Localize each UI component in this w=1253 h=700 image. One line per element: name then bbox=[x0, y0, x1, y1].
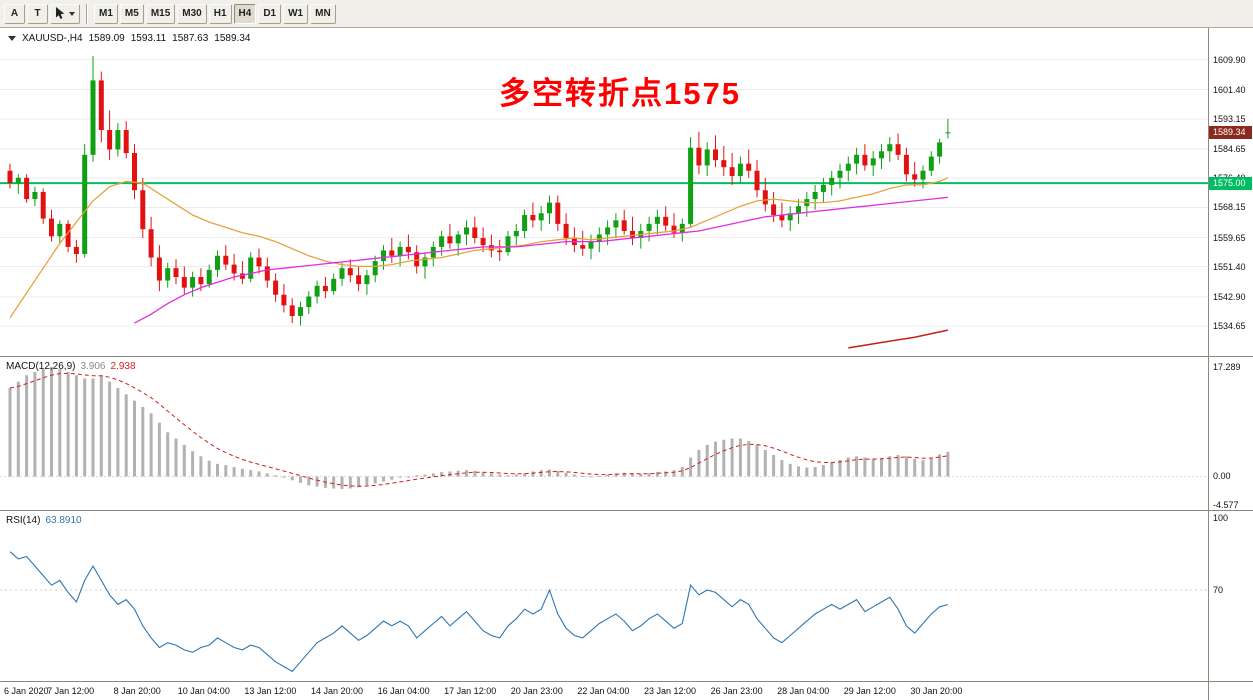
dropdown-caret-icon bbox=[69, 11, 75, 16]
annotation-tool-button[interactable]: A bbox=[4, 3, 25, 24]
macd-axis-label: 17.289 bbox=[1213, 362, 1241, 373]
price-axis-label: 1542.90 bbox=[1213, 291, 1246, 302]
chart-annotation-text: 多空转折点1575 bbox=[499, 76, 741, 111]
text-tool-button[interactable]: T bbox=[27, 3, 48, 24]
time-axis-label: 7 Jan 12:00 bbox=[47, 686, 95, 696]
panel-divider-macd-rsi[interactable] bbox=[0, 510, 1253, 511]
pointer-icon bbox=[56, 7, 65, 19]
price-scale-divider bbox=[1208, 28, 1209, 700]
timeframe-button-m5[interactable]: M5 bbox=[119, 3, 144, 24]
time-axis-label: 23 Jan 12:00 bbox=[643, 686, 697, 696]
main-chart-canvas[interactable] bbox=[0, 28, 1208, 356]
price-axis-label: 1551.40 bbox=[1213, 261, 1246, 272]
time-axis-label: 8 Jan 20:00 bbox=[113, 686, 161, 696]
time-axis-label: 10 Jan 04:00 bbox=[177, 686, 230, 696]
panel-divider-main-macd[interactable] bbox=[0, 356, 1253, 357]
ohlc-expand-icon[interactable] bbox=[8, 36, 16, 41]
timeframe-button-h4[interactable]: H4 bbox=[233, 3, 257, 24]
time-axis-label: 6 Jan 2020 bbox=[4, 686, 49, 696]
time-axis-label: 28 Jan 04:00 bbox=[777, 686, 830, 696]
macd-signal-value: 2.938 bbox=[110, 361, 136, 372]
price-axis-label: 1568.15 bbox=[1213, 202, 1246, 213]
timeframe-button-m15[interactable]: M15 bbox=[145, 3, 176, 24]
rsi-line bbox=[9, 551, 949, 673]
candles bbox=[7, 55, 951, 326]
time-axis-label: 17 Jan 12:00 bbox=[444, 686, 497, 696]
toolbar-separator bbox=[86, 3, 88, 24]
time-axis-label: 16 Jan 04:00 bbox=[377, 686, 430, 696]
ma-slow-line bbox=[134, 196, 948, 324]
timeframe-button-m30[interactable]: M30 bbox=[177, 3, 207, 24]
price-axis-label: 1534.65 bbox=[1213, 321, 1246, 332]
time-axis-label: 30 Jan 20:00 bbox=[910, 686, 963, 696]
price-axis-label: 1559.65 bbox=[1213, 232, 1246, 243]
macd-signal-line bbox=[9, 372, 948, 487]
rsi-axis-label: 70 bbox=[1213, 585, 1224, 595]
price-axis-label: 1601.40 bbox=[1213, 84, 1246, 95]
rsi-axis-label: 100 bbox=[1213, 513, 1229, 524]
hline-price-tag: 1575.00 bbox=[1209, 176, 1252, 190]
timeframe-button-h1[interactable]: H1 bbox=[208, 3, 232, 24]
macd-main-value: 3.906 bbox=[80, 361, 106, 372]
price-scale[interactable]: 1609.901601.401593.151584.651576.401568.… bbox=[1209, 0, 1253, 700]
open-value: 1589.09 bbox=[88, 33, 125, 44]
timeframe-button-w1[interactable]: W1 bbox=[283, 3, 309, 24]
pointer-tool-button[interactable] bbox=[50, 3, 80, 24]
timeframe-button-d1[interactable]: D1 bbox=[258, 3, 282, 24]
high-value: 1593.11 bbox=[130, 33, 167, 44]
low-value: 1587.63 bbox=[172, 33, 209, 44]
timeframe-button-m1[interactable]: M1 bbox=[94, 3, 118, 24]
macd-indicator-label: MACD(12,26,9) 3.906 2.938 bbox=[6, 361, 136, 372]
rsi-panel-canvas[interactable] bbox=[0, 511, 1208, 681]
timeframe-button-mn[interactable]: MN bbox=[310, 3, 336, 24]
time-axis-label: 20 Jan 23:00 bbox=[510, 686, 563, 696]
time-scale[interactable]: 6 Jan 2020 7 Jan 12:00 8 Jan 20:00 10 Jan 0… bbox=[0, 682, 1208, 700]
ma-fast-line bbox=[9, 177, 949, 319]
close-value: 1589.34 bbox=[214, 33, 251, 44]
time-axis-label: 26 Jan 23:00 bbox=[710, 686, 763, 696]
rsi-title-text: RSI(14) bbox=[6, 515, 41, 526]
price-axis-label: 1593.15 bbox=[1213, 113, 1246, 124]
macd-axis-label: 0.00 bbox=[1213, 471, 1231, 482]
current-price-tag: 1589.34 bbox=[1209, 125, 1252, 139]
price-axis-label: 1584.65 bbox=[1213, 143, 1246, 154]
rsi-value: 63.8910 bbox=[45, 515, 82, 526]
time-axis-label: 22 Jan 04:00 bbox=[577, 686, 630, 696]
time-axis-label: 13 Jan 12:00 bbox=[244, 686, 297, 696]
time-axis-label: 29 Jan 12:00 bbox=[843, 686, 896, 696]
macd-histogram bbox=[8, 367, 950, 490]
price-axis-label: 1609.90 bbox=[1213, 54, 1246, 65]
panel-divider-rsi-time bbox=[0, 681, 1253, 682]
macd-title-text: MACD(12,26,9) bbox=[6, 361, 76, 372]
macd-panel-canvas[interactable] bbox=[0, 357, 1208, 510]
symbol-period-label: XAUUSD-,H4 bbox=[22, 33, 83, 44]
ohlc-header: XAUUSD-,H4 1589.09 1593.11 1587.63 1589.… bbox=[8, 33, 250, 44]
timeframe-button-group: M1 M5 M15 M30 H1 H4 D1 W1 MN bbox=[94, 3, 338, 24]
macd-axis-label: -4.577 bbox=[1213, 500, 1239, 511]
ma-long-line bbox=[848, 329, 949, 349]
rsi-indicator-label: RSI(14) 63.8910 bbox=[6, 515, 82, 526]
time-axis-label: 14 Jan 20:00 bbox=[310, 686, 364, 696]
